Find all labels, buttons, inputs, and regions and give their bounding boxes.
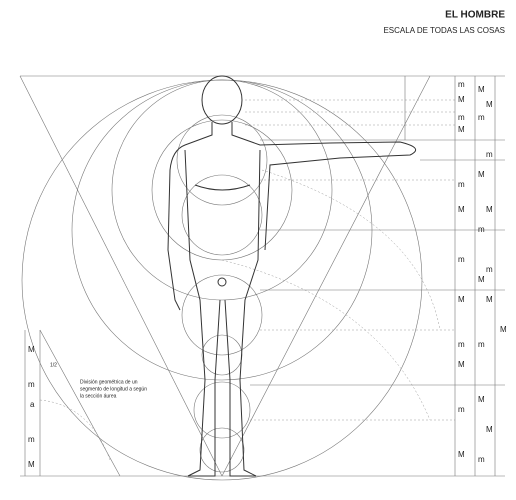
scale-label: m [478,455,485,464]
scale-label: M [458,360,465,369]
inset-label: m [28,435,35,444]
scale-label: m [486,150,493,159]
inset: M m a m M 1/2 División geométrica de un … [28,345,147,469]
scale-label: M [458,95,465,104]
scale-label: M [478,170,485,179]
scale-label: m [458,340,465,349]
scale-label: M [486,425,493,434]
inset-label: a [30,400,35,409]
scale-label: M [486,295,493,304]
geometry [20,76,505,480]
scale-label: m [458,80,465,89]
scale-label: m [478,113,485,122]
scale-label: M [500,325,507,334]
scale-label: M [478,85,485,94]
scale-label: M [486,205,493,214]
scale-label: M [458,450,465,459]
scale-label: m [486,265,493,274]
note-line: segmento de longitud a según [80,386,147,392]
note-line: la sección áurea [80,393,117,399]
inset-label: 1/2 [50,362,57,368]
scale-label: M [458,295,465,304]
scale-c: M m M m M M [486,100,493,434]
scale-b: M m M m M m M m [478,85,485,464]
scale-label: m [458,113,465,122]
scale-label: M [478,275,485,284]
scale-label: M [478,395,485,404]
subtitle: ESCALA DE TODAS LAS COSAS [383,26,505,35]
scale-label: m [458,405,465,414]
scale-label: M [458,205,465,214]
scale-label: m [478,225,485,234]
scale-label: m [458,180,465,189]
scale-label: m [478,340,485,349]
scale-label: M [486,100,493,109]
note-line: División geométrica de un [80,379,138,385]
inset-label: M [28,345,35,354]
inset-label: m [28,380,35,389]
diagram: EL HOMBRE ESCALA DE TODAS LAS COSAS [0,0,516,500]
inset-label: M [28,460,35,469]
human-figure [168,76,416,476]
scale-label: m [458,255,465,264]
title: EL HOMBRE [445,10,505,21]
scale-label: M [458,125,465,134]
scale-a: m M m M m M m M m M m M [458,80,465,459]
